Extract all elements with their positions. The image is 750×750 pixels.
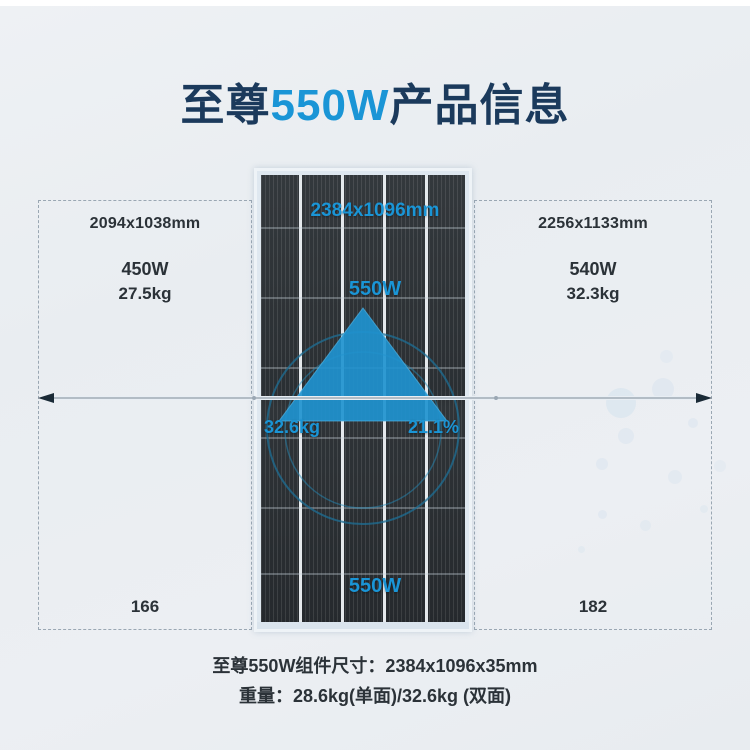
right-panel-weight: 32.3kg: [566, 284, 620, 303]
center-power-bottom-label: 550W: [348, 575, 402, 597]
page-title: 至尊550W产品信息: [0, 78, 750, 134]
decorative-bubble: [652, 378, 674, 400]
right-panel-code: 182: [578, 597, 608, 616]
cell-row-separator: [261, 227, 465, 229]
decorative-bubble: [598, 510, 607, 519]
left-panel-dimension: 2094x1038mm: [89, 215, 201, 232]
cell-row-separator: [261, 367, 465, 369]
right-panel-specs: 2256x1133mm 540W 32.3kg: [475, 215, 711, 304]
decorative-bubble: [668, 470, 682, 484]
decorative-bubble: [640, 520, 651, 531]
center-weight-label: 32.6kg: [264, 417, 321, 437]
comparison-panel-right: 2256x1133mm 540W 32.3kg 182: [474, 200, 712, 630]
center-power-top-label: 550W: [348, 278, 402, 300]
comparison-panel-left: 2094x1038mm 450W 27.5kg 166: [38, 200, 252, 630]
solar-module-bottom-frame: [257, 622, 469, 629]
top-white-strip: [0, 0, 750, 6]
decorative-bubble: [688, 418, 698, 428]
decorative-bubble: [714, 460, 726, 472]
cell-row-separator: [261, 573, 465, 575]
decorative-bubble: [578, 546, 585, 553]
page-title-prefix: 至尊: [180, 81, 271, 130]
dimension-arrow-icon: [38, 393, 712, 403]
center-dimension-label: 2384x1096mm: [310, 200, 440, 221]
decorative-bubble: [606, 388, 636, 418]
left-panel-weight: 27.5kg: [118, 284, 172, 303]
page-title-suffix: 产品信息: [389, 81, 570, 130]
decorative-bubble: [700, 505, 708, 513]
page-title-highlight: 550W: [270, 81, 390, 130]
cell-row-separator: [261, 297, 465, 299]
decorative-bubble: [596, 458, 608, 470]
cell-row-separator: [261, 507, 465, 509]
center-efficiency-label: 21.1%: [408, 417, 460, 437]
left-panel-code: 166: [130, 597, 160, 616]
decorative-bubble: [660, 350, 673, 363]
left-panel-specs: 2094x1038mm 450W 27.5kg: [39, 215, 251, 304]
right-panel-power: 540W: [569, 259, 617, 279]
right-panel-dimension: 2256x1133mm: [538, 215, 648, 232]
caption-weight: 重量：28.6kg(单面)/32.6kg (双面): [238, 686, 512, 706]
caption-dimensions: 至尊550W组件尺寸：2384x1096x35mm: [212, 656, 538, 676]
decorative-bubble: [618, 428, 634, 444]
left-panel-power: 450W: [121, 259, 169, 279]
